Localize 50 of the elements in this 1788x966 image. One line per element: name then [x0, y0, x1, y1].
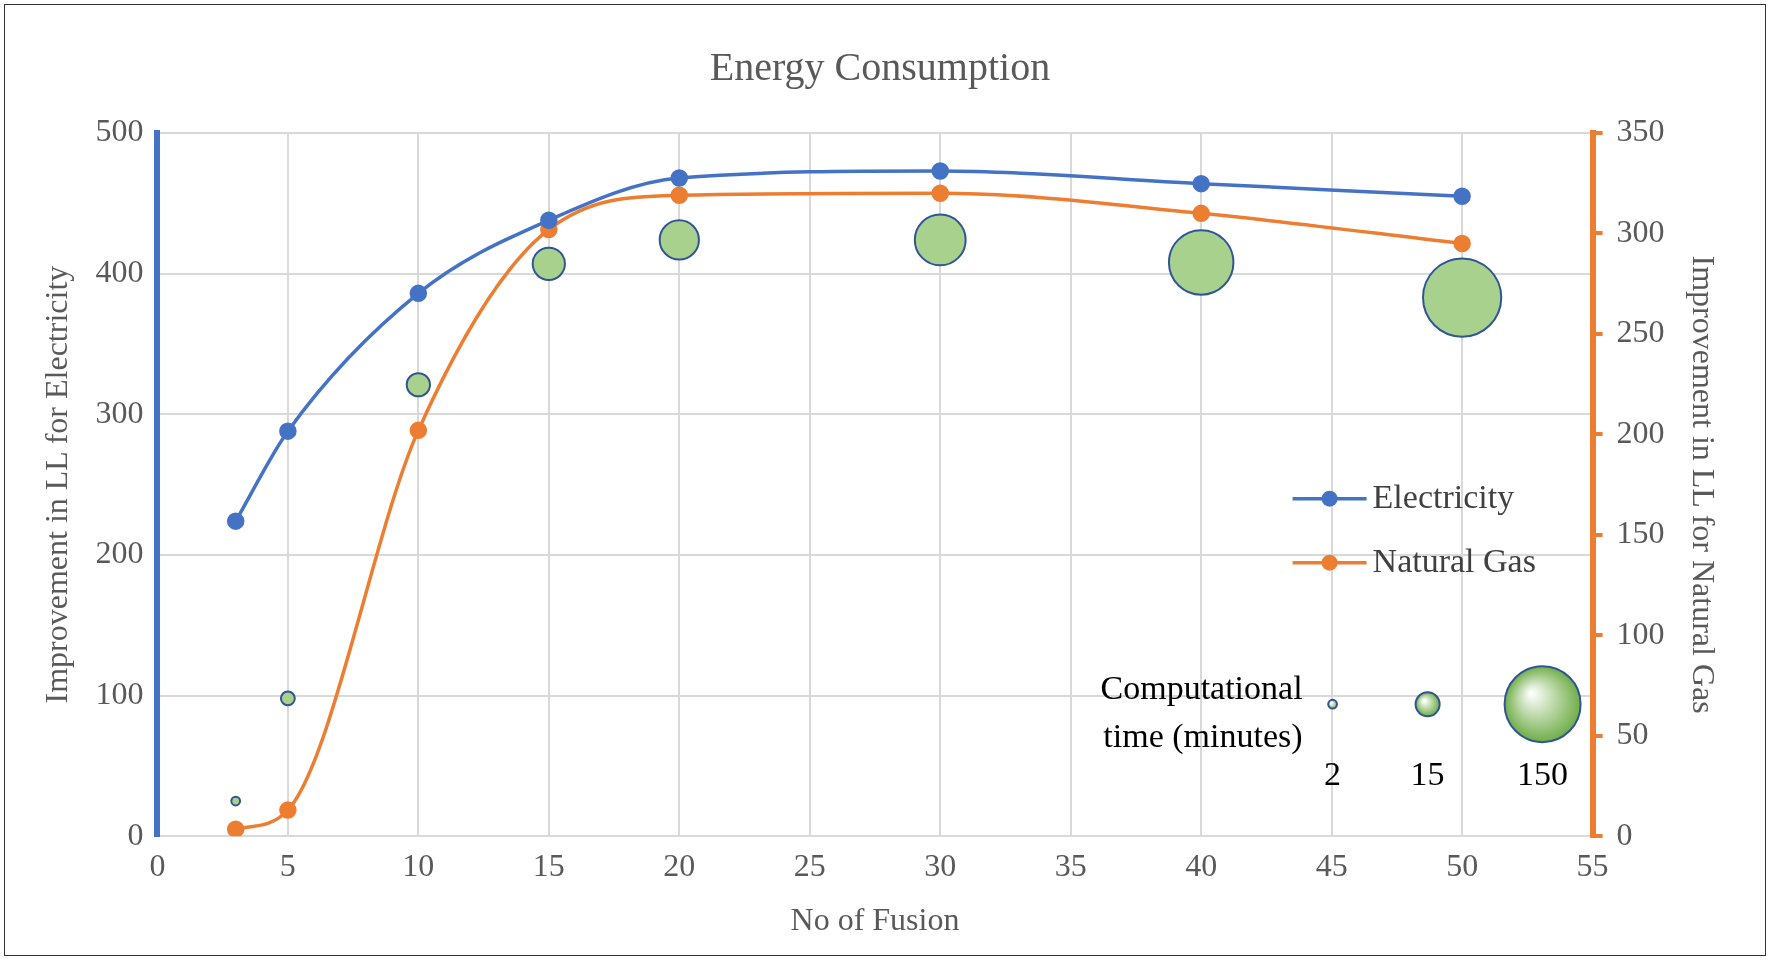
y2-tick-label: 300: [1616, 212, 1665, 249]
legend-label: 2: [1324, 755, 1342, 793]
x-tick-label: 25: [793, 846, 826, 883]
point: [1192, 174, 1210, 193]
x-axis-title: No of Fusion: [790, 901, 960, 938]
y2-tick-label: 100: [1616, 614, 1665, 651]
point: [1453, 234, 1471, 253]
x-tick-label: 50: [1446, 846, 1479, 883]
point: [409, 284, 428, 303]
legend-label: Natural Gas: [1372, 541, 1536, 579]
y-tick-label: 0: [127, 815, 144, 852]
legend-label: 150: [1517, 755, 1569, 793]
y-tick-label: 300: [95, 393, 144, 430]
x-tick-label: 15: [532, 846, 565, 883]
x-tick-label: 55: [1576, 846, 1609, 883]
y-tick-label: 500: [95, 112, 144, 149]
point: [409, 421, 428, 440]
chart-title: Energy Consumption: [709, 43, 1051, 89]
y2-tick-label: 250: [1616, 313, 1665, 350]
legend-label: 15: [1410, 755, 1445, 793]
point: [670, 169, 689, 187]
point: [1192, 204, 1210, 223]
x-tick-label: 45: [1315, 846, 1348, 883]
y2-tick-label: 150: [1616, 514, 1665, 551]
x-tick-label: 20: [663, 846, 696, 883]
y-axis-title: Improvement in LL for Electricity: [37, 265, 74, 704]
y2-tick-label: 200: [1616, 413, 1665, 450]
x-tick-label: 5: [279, 846, 296, 883]
x-tick-label: 40: [1185, 846, 1218, 883]
point: [670, 186, 689, 205]
x-tick-label: 35: [1054, 846, 1087, 883]
legend-title: Computational time (minutes): [1100, 669, 1303, 756]
y2-axis-title: Improvement in LL for Natural Gas: [1686, 255, 1723, 714]
x-tick-label: 30: [924, 846, 957, 883]
point: [226, 512, 245, 530]
x-tick-label: 10: [402, 846, 435, 883]
y-tick-label: 200: [95, 534, 144, 571]
point: [1453, 187, 1471, 206]
point: [279, 422, 297, 440]
y2-tick-label: 50: [1616, 715, 1649, 752]
point: [931, 162, 949, 180]
point: [540, 211, 558, 229]
point: [279, 801, 297, 819]
y-tick-label: 100: [95, 674, 144, 711]
y-tick-label: 400: [95, 253, 144, 290]
point: [931, 184, 949, 203]
legend-label: Electricity: [1372, 477, 1515, 515]
y2-tick-label: 350: [1616, 112, 1665, 149]
point: [226, 820, 245, 837]
y2-tick-label: 0: [1616, 815, 1633, 852]
